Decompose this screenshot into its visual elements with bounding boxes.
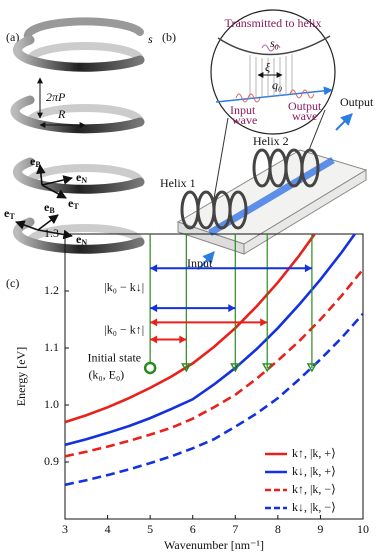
output-wave-label: Output	[288, 99, 322, 113]
slab-side	[243, 169, 367, 255]
vector-sub: B	[49, 206, 55, 215]
initial-state-label: Initial state	[87, 351, 141, 365]
legend-label: k↑, |k, +⟩	[292, 446, 336, 460]
x-tick-label: 9	[317, 522, 323, 536]
radius-label: R	[57, 107, 66, 121]
series-line	[65, 312, 363, 487]
x-axis-label: Wavenumber [nm⁻¹]	[164, 538, 264, 552]
helix1-label: Helix 1	[160, 176, 196, 190]
helix-curve	[217, 35, 331, 56]
x-tick-label: 7	[232, 522, 238, 536]
initial-state-coords: (k₀, E₀)	[88, 368, 124, 382]
plot-area	[65, 234, 363, 487]
vector-base: e	[76, 170, 82, 184]
arrow-label: |k₀ − k↑|	[104, 323, 144, 337]
y-tick-label: 1.0	[44, 397, 59, 411]
input-label: Input	[187, 256, 213, 270]
helix-1	[180, 190, 248, 230]
vector-sub: T	[73, 202, 79, 211]
input-wave-label: Input	[230, 103, 256, 117]
pitch-label: 2πP	[46, 90, 66, 104]
output-arrow	[335, 113, 353, 131]
series-line	[65, 234, 357, 447]
x-tick-label: 5	[147, 522, 153, 536]
y-tick-label: 0.9	[44, 454, 59, 468]
x-tick-label: 8	[275, 522, 281, 536]
arc-label: s	[148, 32, 153, 46]
vector-label: eB	[30, 154, 41, 169]
panel-label: (b)	[162, 30, 176, 44]
chart: 3 4 5 6 7 8 9 10 0.9 1.0 1.1 1.2 1.3 Wavenumber [nm⁻¹…	[14, 226, 369, 552]
input-wave-label: wave	[232, 113, 257, 127]
plot-frame	[64, 233, 364, 520]
vector-base: e	[68, 196, 74, 210]
panel-b: (b) Transmitted to helix s₀ ξ q₀ Input w…	[160, 9, 374, 270]
final-state	[306, 363, 318, 373]
vector-label: eN	[76, 170, 87, 185]
series-line	[65, 268, 363, 458]
inset-title: Transmitted to helix	[225, 16, 322, 30]
vector-sub: N	[81, 176, 87, 185]
s0-label: s₀	[270, 36, 279, 50]
series-line	[65, 234, 317, 424]
y-tick-label: 1.2	[44, 283, 59, 297]
transmitted-wave	[261, 44, 281, 52]
xi-label: ξ	[265, 60, 271, 74]
x-tick-label: 10	[357, 522, 369, 536]
legend-label: k↓, |k, −⟩	[292, 500, 336, 514]
x-tick-label: 4	[105, 522, 111, 536]
vector-base: e	[44, 200, 50, 214]
output-wave-label: wave	[292, 109, 317, 123]
panel-label: (c)	[6, 276, 19, 290]
vector-base: e	[30, 154, 36, 168]
input-wave	[235, 93, 261, 103]
legend-label: k↑, |k, −⟩	[292, 482, 336, 496]
vector-label: eT	[68, 196, 79, 211]
output-wave	[289, 89, 315, 99]
x-tick-label: 6	[190, 522, 196, 536]
output-label: Output	[340, 95, 374, 109]
helix2-label: Helix 2	[253, 134, 289, 148]
arrow-label: |k₀ − k↓|	[104, 280, 144, 294]
final-state	[262, 363, 273, 373]
vector-label: eB	[44, 200, 55, 215]
y-tick-label: 1.3	[44, 226, 59, 240]
vector-sub: B	[35, 160, 41, 169]
vector-base: e	[4, 206, 10, 220]
panel-label: (a)	[6, 30, 19, 44]
input-arrow	[199, 251, 215, 269]
vector-base: e	[76, 232, 82, 246]
y-tick-label: 1.1	[44, 340, 59, 354]
legend-label: k↓, |k, +⟩	[292, 464, 336, 478]
vector-sub: T	[9, 212, 15, 221]
vector-label: eN	[76, 232, 87, 247]
q0-label: q₀	[272, 78, 282, 92]
helix-2	[252, 148, 320, 188]
y-axis-label: Energy [eV]	[14, 347, 28, 406]
initial-state	[143, 361, 157, 375]
final-state	[181, 363, 192, 373]
frame-vectors	[15, 164, 73, 240]
final-state	[230, 363, 241, 373]
helix	[10, 17, 145, 254]
x-tick-label: 3	[62, 522, 68, 536]
vector-label: eT	[4, 206, 15, 221]
zoom-line	[211, 117, 229, 211]
vector-sub: N	[81, 238, 87, 247]
